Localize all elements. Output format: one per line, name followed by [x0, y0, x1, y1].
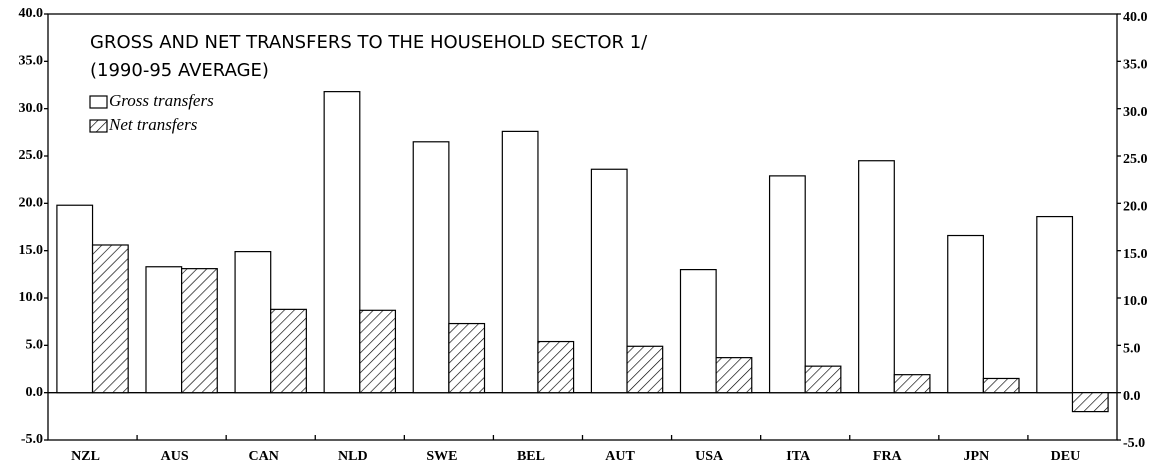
y2-tick-label: 35.0	[1123, 58, 1148, 73]
y-tick-label: 0.0	[26, 385, 44, 400]
bar	[982, 377, 1020, 394]
y2-tick-label: 10.0	[1123, 294, 1148, 309]
legend-swatch	[89, 119, 108, 133]
bar	[234, 251, 272, 394]
x-tick-label: SWE	[426, 449, 457, 464]
bar	[679, 269, 717, 394]
bar	[893, 374, 931, 394]
bar	[501, 130, 539, 394]
y2-tick-label: 15.0	[1123, 247, 1148, 262]
legend-label: Gross transfers	[109, 91, 214, 110]
bar	[56, 204, 94, 394]
bar	[858, 160, 895, 394]
x-tick-label: BEL	[517, 449, 545, 464]
bar	[270, 308, 307, 394]
bar	[715, 357, 753, 394]
y-tick-label: 10.0	[19, 290, 44, 305]
bar	[91, 244, 129, 394]
y2-tick-label: -5.0	[1123, 436, 1145, 451]
y2-tick-label: 0.0	[1123, 389, 1141, 404]
bar	[947, 234, 984, 394]
y-tick-label: -5.0	[21, 432, 43, 447]
x-tick-label: FRA	[873, 449, 903, 464]
bar	[323, 91, 361, 394]
x-tick-label: JPN	[964, 449, 990, 464]
y2-tick-label: 25.0	[1123, 152, 1148, 167]
bar	[804, 365, 842, 394]
y-tick-label: 35.0	[19, 54, 44, 69]
y-tick-label: 40.0	[19, 6, 44, 21]
y-tick-label: 5.0	[26, 338, 44, 353]
bar	[537, 340, 575, 394]
bar	[181, 268, 218, 394]
x-tick-label: NLD	[338, 449, 368, 464]
legend-label: Net transfers	[108, 115, 198, 134]
bar	[145, 266, 183, 394]
bar	[626, 345, 664, 394]
legend-swatch	[89, 95, 108, 109]
bar	[768, 175, 806, 394]
bar	[1036, 215, 1074, 394]
x-tick-label: CAN	[249, 449, 279, 464]
bar	[1071, 392, 1109, 413]
y-tick-label: 20.0	[19, 196, 44, 211]
y2-tick-label: 30.0	[1123, 105, 1148, 120]
x-tick-label: DEU	[1051, 449, 1081, 464]
y-tick-label: 15.0	[19, 243, 44, 258]
y2-tick-label: 5.0	[1123, 342, 1141, 357]
bar	[359, 309, 397, 394]
x-tick-label: AUS	[161, 449, 189, 464]
y2-tick-label: 20.0	[1123, 200, 1148, 215]
x-tick-label: AUT	[605, 449, 635, 464]
x-tick-label: ITA	[786, 449, 811, 464]
y-tick-label: 30.0	[19, 101, 44, 116]
x-tick-label: USA	[695, 449, 724, 464]
y2-tick-label: 40.0	[1123, 10, 1148, 25]
x-tick-label: NZL	[71, 449, 100, 464]
bar	[412, 141, 450, 394]
bar	[448, 322, 486, 394]
chart-title: GROSS AND NET TRANSFERS TO THE HOUSEHOLD…	[90, 32, 648, 53]
chart-subtitle: (1990-95 AVERAGE)	[90, 60, 269, 81]
y-tick-label: 25.0	[19, 148, 44, 163]
bar	[590, 168, 628, 394]
